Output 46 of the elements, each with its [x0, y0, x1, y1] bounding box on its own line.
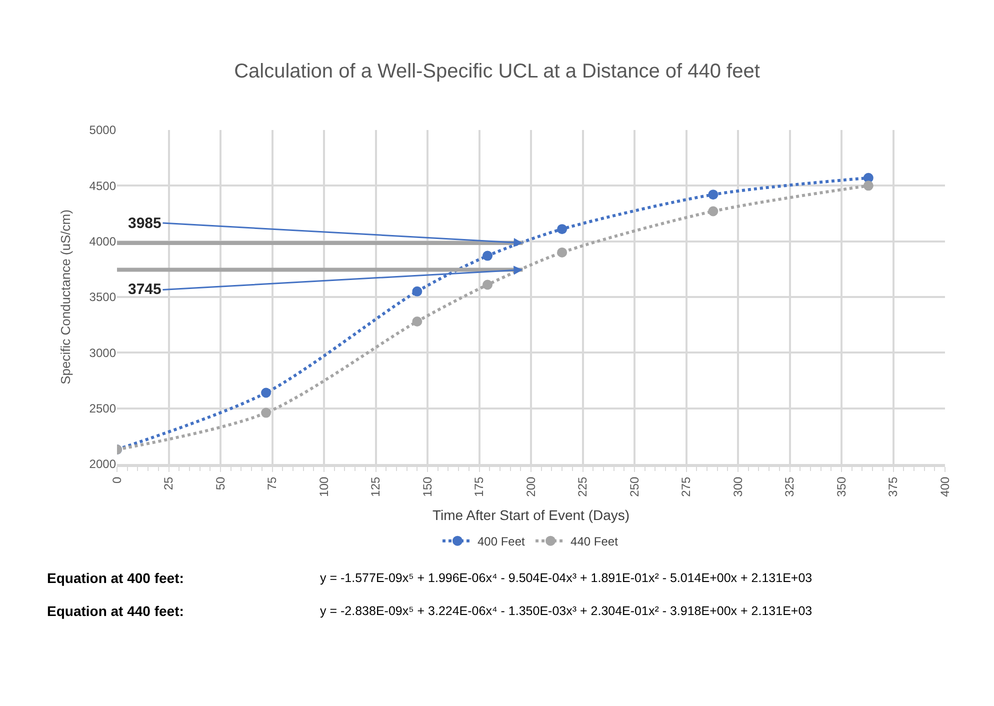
- point: [261, 388, 272, 398]
- point: [482, 280, 493, 290]
- point: [557, 247, 568, 258]
- x-tick-label: 100: [316, 476, 331, 497]
- y-axis-title: Specific Conductance (uS/cm): [58, 210, 74, 384]
- point: [482, 250, 493, 261]
- x-tick-label: 200: [524, 476, 538, 497]
- x-axis-title: Time After Start of Event (Days): [432, 507, 630, 524]
- y-tick-label: 2000: [89, 457, 116, 472]
- y-tick-label: 2500: [89, 402, 116, 416]
- annotation: 3745: [128, 281, 162, 298]
- x-tick-label: 350: [834, 476, 848, 497]
- x-tick-label: 150: [420, 476, 434, 497]
- point: [557, 224, 568, 234]
- text: y = -2.838E-09x⁵ + 3.224E-06x⁴ - 1.350E-03x³ + 2.304E-01x² - 3.918E+00x + 2.131E+03: [320, 604, 812, 618]
- legend-label: 440 Feet: [570, 534, 619, 548]
- point: [412, 316, 422, 326]
- x-tick-label: 50: [213, 476, 228, 490]
- text: y = -1.577E-09x⁵ + 1.996E-06x⁴ - 9.504E-04x³ + 1.891E-01x² - 5.014E+00x + 2.131E+03: [320, 571, 812, 585]
- x-tick-label: 325: [782, 476, 797, 497]
- x-tick-label: 225: [576, 476, 590, 497]
- text: Equation at 440 feet:: [47, 603, 184, 619]
- y-tick-label: 3500: [89, 290, 116, 304]
- x-tick-label: 250: [627, 476, 642, 497]
- y-tick-label: 3000: [89, 346, 116, 360]
- y-tick-label: 4000: [89, 234, 116, 249]
- point: [708, 206, 718, 216]
- x-tick-label: 0: [110, 476, 124, 484]
- point: [412, 286, 422, 296]
- x-tick-label: 300: [730, 476, 745, 497]
- legend-label: 400 Feet: [478, 534, 526, 548]
- y-tick-label: 4500: [89, 178, 116, 193]
- text: Equation at 400 feet:: [47, 570, 184, 586]
- x-tick-label: 175: [472, 476, 486, 497]
- annotation: 3985: [128, 215, 162, 232]
- x-tick-label: 25: [162, 476, 176, 490]
- x-tick-label: 375: [886, 476, 900, 497]
- x-tick-label: 75: [265, 476, 280, 490]
- point: [261, 408, 272, 418]
- y-tick-label: 5000: [89, 123, 116, 138]
- x-tick-label: 275: [679, 476, 694, 497]
- point: [708, 190, 718, 200]
- x-tick-label: 125: [368, 476, 383, 497]
- x-tick-label: 400: [938, 476, 952, 497]
- point: [863, 180, 874, 191]
- chart-title: Calculation of a Well-Specific UCL at a Distance of 440 feet: [234, 60, 760, 83]
